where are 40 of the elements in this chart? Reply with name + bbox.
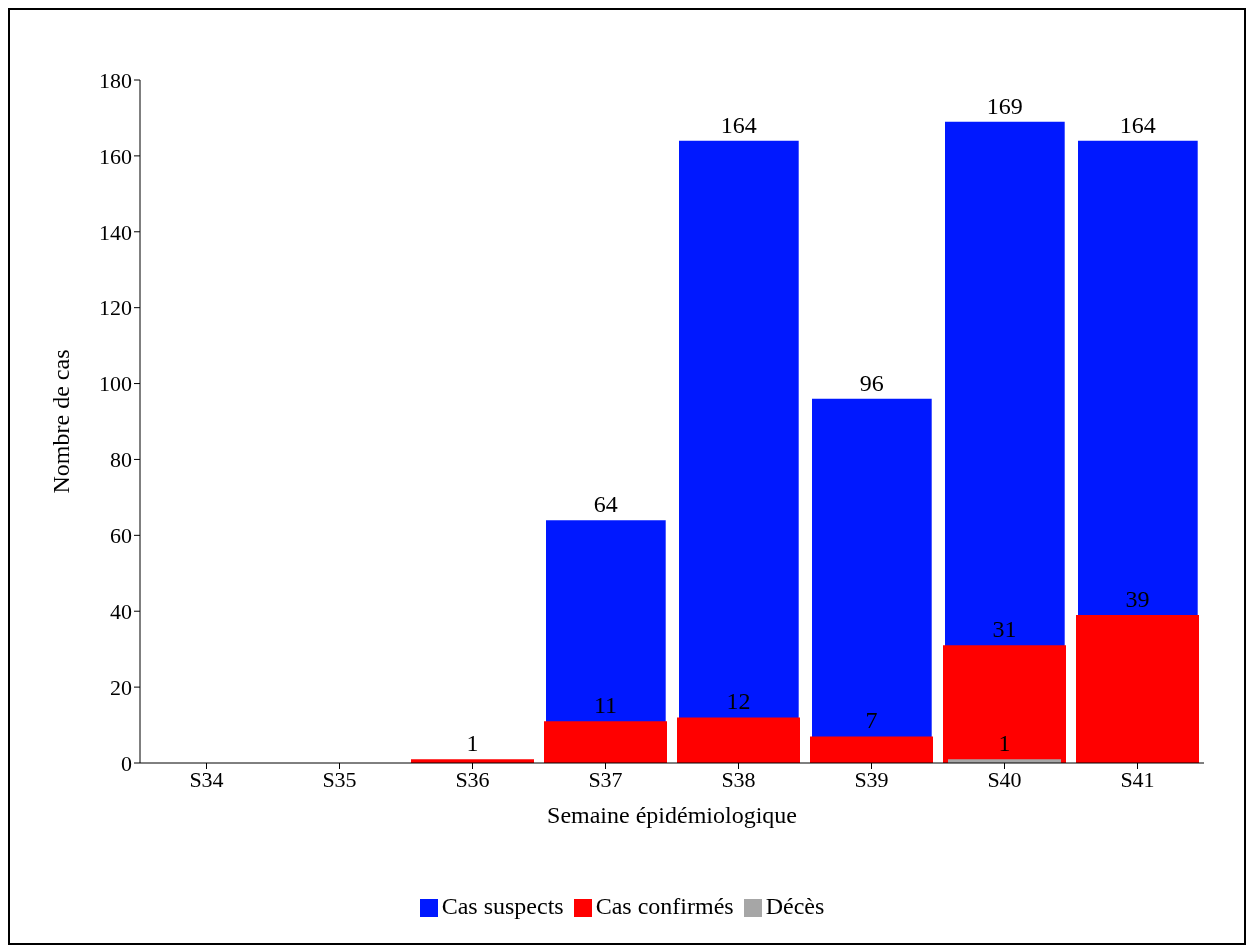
legend-label: Cas confirmés [595, 893, 734, 919]
y-tick-label: 0 [121, 750, 132, 776]
y-axis-title: Nombre de cas [47, 349, 74, 494]
bar [943, 645, 1066, 763]
x-tick-label: S38 [721, 766, 756, 792]
y-tick-label: 60 [110, 523, 132, 549]
data-label: 1 [998, 730, 1011, 757]
data-label: 12 [726, 688, 751, 715]
data-label: 1 [466, 730, 479, 757]
data-label: 164 [720, 111, 757, 138]
data-label: 64 [593, 491, 618, 518]
y-tick-label: 140 [99, 219, 132, 245]
data-label: 169 [986, 92, 1023, 119]
y-tick-label: 120 [99, 295, 132, 321]
data-label: 31 [992, 616, 1017, 643]
x-tick-label: S41 [1120, 766, 1155, 792]
data-label: 11 [593, 692, 618, 719]
x-tick-label: S40 [987, 766, 1022, 792]
data-label: 7 [865, 707, 878, 734]
y-tick-label: 40 [110, 599, 132, 625]
y-tick-label: 160 [99, 143, 132, 169]
bar [810, 736, 933, 763]
x-tick-label: S39 [854, 766, 889, 792]
legend-label: Décès [765, 893, 825, 919]
bar [1076, 615, 1199, 763]
y-tick-label: 100 [99, 371, 132, 397]
x-tick-label: S36 [455, 766, 490, 792]
x-axis-title: Semaine épidémiologique [547, 802, 797, 828]
y-tick-label: 80 [110, 447, 132, 473]
data-label: 39 [1125, 586, 1150, 613]
bar [677, 717, 800, 763]
y-tick-label: 180 [99, 67, 132, 93]
data-label: 96 [859, 369, 884, 396]
x-tick-label: S34 [189, 766, 224, 792]
y-tick-label: 20 [110, 674, 132, 700]
legend-label: Cas suspects [441, 893, 564, 919]
x-tick-label: S35 [322, 766, 357, 792]
bar [544, 721, 667, 763]
x-tick-label: S37 [588, 766, 623, 792]
data-label: 164 [1119, 111, 1156, 138]
